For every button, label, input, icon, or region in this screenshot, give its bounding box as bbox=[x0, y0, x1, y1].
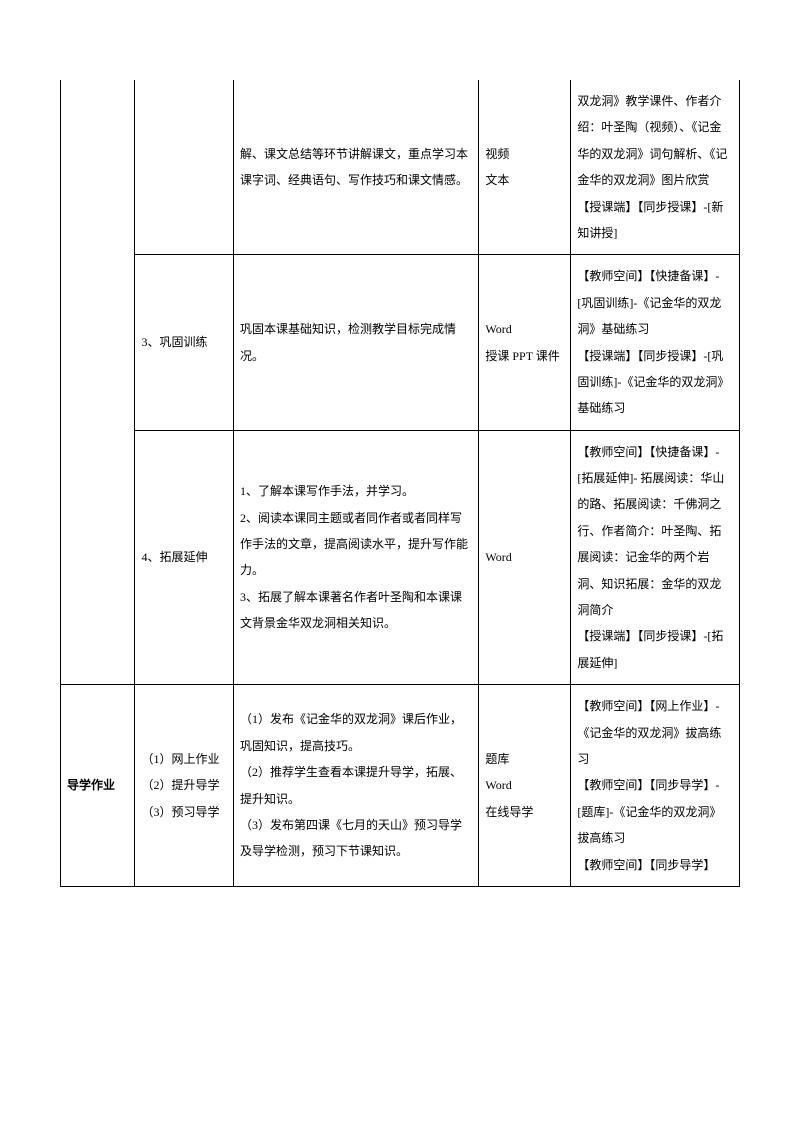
cell-resource: 双龙洞》教学课件、作者介绍：叶圣陶（视频）、《记金华的双龙洞》词句解析、《记金华… bbox=[571, 80, 740, 255]
cell-resource: 【教师空间】【快捷备课】-[拓展延伸]- 拓展阅读：华山的路、拓展阅读：千佛洞之… bbox=[571, 430, 740, 685]
cell-category: 导学作业 bbox=[61, 685, 135, 887]
cell-resource: 【教师空间】【网上作业】-《记金华的双龙洞》拔高练习【教师空间】【同步导学】-[… bbox=[571, 685, 740, 887]
cell-content: （1）发布《记金华的双龙洞》课后作业，巩固知识，提高技巧。（2）推荐学生查看本课… bbox=[234, 685, 479, 887]
cell-step: 4、拓展延伸 bbox=[135, 430, 234, 685]
table-row: 导学作业 （1）网上作业（2）提升导学（3）预习导学 （1）发布《记金华的双龙洞… bbox=[61, 685, 740, 887]
cell-category bbox=[61, 80, 135, 685]
lesson-plan-table: 解、课文总结等环节讲解课文，重点学习本课字词、经典语句、写作技巧和课文情感。 视… bbox=[60, 80, 740, 887]
cell-format: Word授课 PPT 课件 bbox=[479, 255, 571, 430]
cell-format: Word bbox=[479, 430, 571, 685]
cell-step: 3、巩固训练 bbox=[135, 255, 234, 430]
cell-resource: 【教师空间】【快捷备课】-[巩固训练]-《记金华的双龙洞》基础练习【授课端】【同… bbox=[571, 255, 740, 430]
cell-content: 巩固本课基础知识，检测教学目标完成情况。 bbox=[234, 255, 479, 430]
cell-format: 题库Word在线导学 bbox=[479, 685, 571, 887]
cell-content: 解、课文总结等环节讲解课文，重点学习本课字词、经典语句、写作技巧和课文情感。 bbox=[234, 80, 479, 255]
cell-content: 1、了解本课写作手法，并学习。2、阅读本课同主题或者同作者或者同样写作手法的文章… bbox=[234, 430, 479, 685]
table-row: 解、课文总结等环节讲解课文，重点学习本课字词、经典语句、写作技巧和课文情感。 视… bbox=[61, 80, 740, 255]
table-row: 4、拓展延伸 1、了解本课写作手法，并学习。2、阅读本课同主题或者同作者或者同样… bbox=[61, 430, 740, 685]
cell-step bbox=[135, 80, 234, 255]
cell-format: 视频文本 bbox=[479, 80, 571, 255]
cell-step: （1）网上作业（2）提升导学（3）预习导学 bbox=[135, 685, 234, 887]
table-row: 3、巩固训练 巩固本课基础知识，检测教学目标完成情况。 Word授课 PPT 课… bbox=[61, 255, 740, 430]
